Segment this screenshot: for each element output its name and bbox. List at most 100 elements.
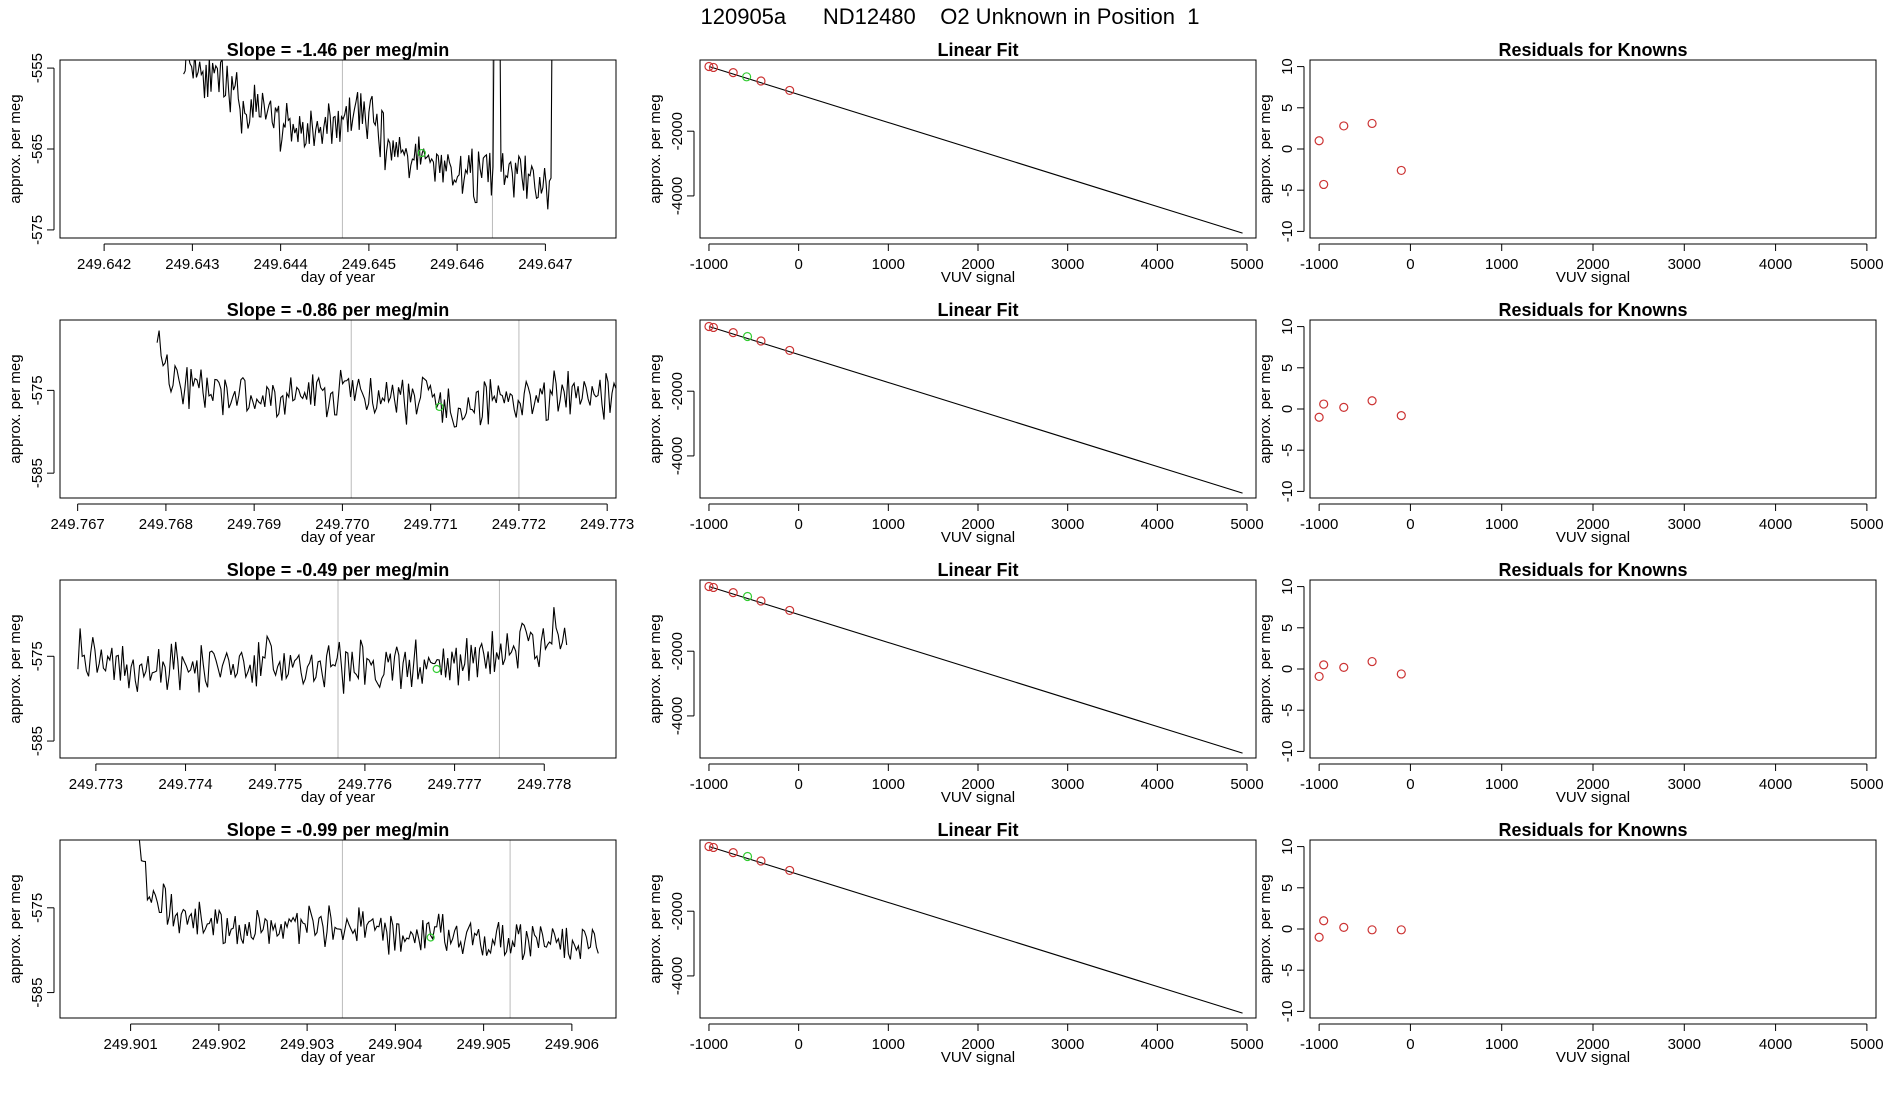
known-point xyxy=(785,85,795,96)
residual-point xyxy=(1396,410,1406,421)
x-tick-label: 4000 xyxy=(1759,1036,1792,1053)
plot-area xyxy=(1314,396,1406,422)
x-tick-label: 5000 xyxy=(1850,256,1883,273)
y-tick-label: -5 xyxy=(1279,184,1296,197)
panel-fit-row-1: Linear Fit -1000 0 1000 2000 3000 4000 5000 VUV … xyxy=(647,40,1264,286)
x-tick-label: 249.774 xyxy=(158,776,212,793)
x-tick-label: 4000 xyxy=(1141,256,1174,273)
residual-point xyxy=(1314,412,1324,422)
x-tick-label: 249.645 xyxy=(342,256,396,273)
residual-point xyxy=(1367,925,1377,935)
y-tick-label: 0 xyxy=(1279,405,1296,413)
x-tick-label: 1000 xyxy=(1485,776,1518,793)
known-point xyxy=(704,61,714,72)
x-tick-label: -1000 xyxy=(1300,776,1338,793)
x-tick-label: 249.906 xyxy=(545,1036,599,1053)
x-tick-label: 249.647 xyxy=(518,256,572,273)
y-tick-label: 0 xyxy=(1279,925,1296,933)
x-tick-label: 249.642 xyxy=(77,256,131,273)
x-tick-label: 2000 xyxy=(961,776,994,793)
known-point xyxy=(708,582,719,593)
y-tick-label: 5 xyxy=(1279,884,1296,892)
x-tick-label: 249.646 xyxy=(430,256,484,273)
x-axis-label: VUV signal xyxy=(1556,269,1630,286)
x-tick-label: 1000 xyxy=(872,516,905,533)
known-point xyxy=(756,76,766,86)
x-tick-label: -1000 xyxy=(1300,516,1338,533)
known-point xyxy=(704,841,714,852)
y-axis-label: approx. per meg xyxy=(1257,874,1274,983)
x-tick-label: -1000 xyxy=(1300,256,1338,273)
residual-point xyxy=(1339,121,1349,131)
y-tick-label: -575 xyxy=(29,893,46,923)
panel-time-row-4: Slope = -0.99 per meg/min 249.901 249.902 2… xyxy=(7,820,617,1066)
x-tick-label: 249.772 xyxy=(492,516,546,533)
x-tick-label: 249.767 xyxy=(51,516,105,533)
x-tick-label: 5000 xyxy=(1850,516,1883,533)
x-tick-label: 1000 xyxy=(1485,256,1518,273)
y-axis-label: approx. per meg xyxy=(7,354,24,463)
known-point xyxy=(704,321,714,332)
plot-area xyxy=(704,581,1243,754)
x-tick-label: 5000 xyxy=(1850,1036,1883,1053)
plot-frame xyxy=(59,839,617,1019)
x-tick-label: 3000 xyxy=(1668,1036,1701,1053)
x-tick-label: 2000 xyxy=(961,516,994,533)
y-tick-label: 0 xyxy=(1279,145,1296,153)
y-tick-label: -2000 xyxy=(669,112,686,150)
y-tick-label: -5 xyxy=(1279,444,1296,457)
x-tick-label: 1000 xyxy=(872,776,905,793)
y-axis-label: approx. per meg xyxy=(7,614,24,723)
x-tick-label: 2000 xyxy=(961,256,994,273)
known-point xyxy=(708,62,719,73)
x-tick-label: 3000 xyxy=(1051,776,1084,793)
residual-point xyxy=(1339,402,1349,412)
plot-area xyxy=(1314,916,1406,942)
x-tick-label: 249.902 xyxy=(192,1036,246,1053)
plot-frame xyxy=(1309,319,1877,499)
x-tick-label: 2000 xyxy=(961,1036,994,1053)
y-tick-label: 10 xyxy=(1279,578,1296,595)
residual-point xyxy=(1314,671,1324,682)
x-tick-label: 2000 xyxy=(1576,1036,1609,1053)
panel-fit-row-2: Linear Fit -1000 0 1000 2000 3000 4000 5000 VUV … xyxy=(647,300,1264,546)
x-tick-label: 5000 xyxy=(1230,256,1263,273)
x-tick-label: 249.778 xyxy=(517,776,571,793)
x-axis-label: day of year xyxy=(301,269,375,286)
plot-area xyxy=(138,840,599,961)
y-tick-label: 0 xyxy=(1279,665,1296,673)
known-point xyxy=(728,68,738,78)
y-tick-label: -565 xyxy=(29,134,46,164)
x-tick-label: -1000 xyxy=(690,1036,728,1053)
y-tick-label: -4000 xyxy=(669,437,686,475)
residual-point xyxy=(1396,669,1406,679)
x-axis-label: day of year xyxy=(301,789,375,806)
x-tick-label: 249.776 xyxy=(338,776,392,793)
x-axis-label: VUV signal xyxy=(941,269,1015,286)
time-series-trace xyxy=(183,60,553,210)
y-tick-label: 5 xyxy=(1279,364,1296,372)
y-tick-label: -4000 xyxy=(669,697,686,735)
plot-area xyxy=(704,61,1243,234)
x-tick-label: 249.769 xyxy=(227,516,281,533)
known-point xyxy=(756,336,766,346)
y-tick-label: 5 xyxy=(1279,104,1296,112)
x-tick-label: 4000 xyxy=(1759,776,1792,793)
plot-area xyxy=(704,321,1243,494)
residual-point xyxy=(1367,118,1377,129)
x-tick-label: 2000 xyxy=(1576,776,1609,793)
unknown-point xyxy=(432,664,441,674)
panel-title: Linear Fit xyxy=(937,560,1018,580)
y-axis-label: approx. per meg xyxy=(647,94,664,203)
figure-title: 120905a ND12480 O2 Unknown in Position 1 xyxy=(701,4,1200,29)
y-axis-label: approx. per meg xyxy=(7,94,24,203)
x-tick-label: 249.903 xyxy=(280,1036,334,1053)
panel-title: Slope = -0.49 per meg/min xyxy=(227,560,450,580)
x-tick-label: 249.643 xyxy=(165,256,219,273)
x-tick-label: 249.905 xyxy=(457,1036,511,1053)
known-point xyxy=(756,596,766,606)
unknown-point xyxy=(417,148,426,158)
plot-frame xyxy=(59,319,617,499)
fit-line xyxy=(708,585,1243,754)
